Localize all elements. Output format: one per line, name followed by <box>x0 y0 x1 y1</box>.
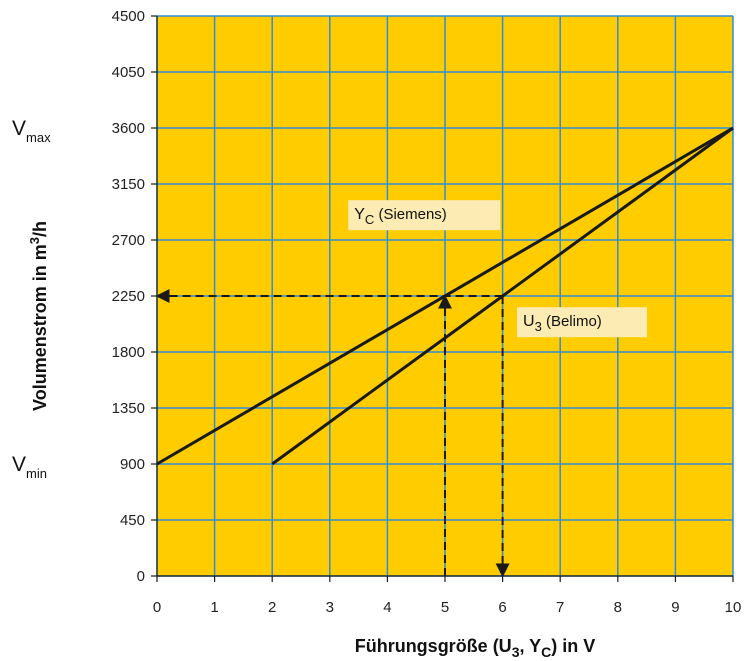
series-label-belimo: U3 (Belimo) <box>523 313 602 334</box>
y-tick-label: 900 <box>120 456 145 473</box>
x-title-sub2: C <box>541 644 551 660</box>
y-tick-label: 3600 <box>112 120 145 137</box>
series-label-box-belimo <box>517 307 647 338</box>
x-title-sub1: 3 <box>512 644 520 660</box>
y-tick-label: 2250 <box>112 288 145 305</box>
vmin-main: V <box>12 453 26 476</box>
y-tick-labels: 0 450 900 1350 1800 2250 2700 3150 3600 4050 4500 <box>112 8 157 585</box>
x-tick-label: 2 <box>268 599 276 616</box>
y-title-main: Volumenstrom in m <box>30 244 50 411</box>
y-tick-label: 4050 <box>112 64 145 81</box>
x-tick-label: 1 <box>210 599 218 616</box>
x-tick-label: 10 <box>725 599 742 616</box>
series-label-belimo-sub: 3 <box>535 319 542 334</box>
y-tick-label: 0 <box>137 568 145 585</box>
x-tick-label: 8 <box>614 599 622 616</box>
x-title-main: Führungsgröße (U <box>355 636 512 656</box>
vmax-main: V <box>12 117 26 140</box>
reference-arrows <box>155 289 510 578</box>
series-label-siemens-main: Y <box>354 206 365 223</box>
y-tick-label: 450 <box>120 512 145 529</box>
vmin-label: Vmin <box>12 453 47 481</box>
y-title-end: /h <box>30 221 50 237</box>
y-title-sup: 3 <box>27 237 42 244</box>
series-label-belimo-rest: (Belimo) <box>542 313 602 330</box>
x-tick-label: 9 <box>671 599 679 616</box>
y-tick-label: 3150 <box>112 176 145 193</box>
x-tick-label: 7 <box>556 599 564 616</box>
x-tick-label: 0 <box>153 599 161 616</box>
x-tick-labels: 0 1 2 3 4 5 6 7 8 9 10 <box>153 576 742 616</box>
vmax-sub: max <box>26 130 51 145</box>
x-tick-label: 5 <box>441 599 449 616</box>
y-tick-label: 1350 <box>112 400 145 417</box>
series-label-siemens: YC (Siemens) <box>354 206 447 227</box>
series-label-siemens-rest: (Siemens) <box>374 206 447 223</box>
x-tick-label: 6 <box>498 599 506 616</box>
y-tick-label: 1800 <box>112 344 145 361</box>
y-axis-title: Volumenstrom in m3/h <box>27 221 50 411</box>
x-tick-label: 4 <box>383 599 391 616</box>
y-tick-label: 4500 <box>112 8 145 25</box>
vmin-sub: min <box>26 466 47 481</box>
x-axis-title: Führungsgröße (U3, YC) in V <box>355 636 596 660</box>
x-title-mid: , Y <box>519 636 541 656</box>
vmax-label: Vmax <box>12 117 51 145</box>
y-tick-label: 2700 <box>112 232 145 249</box>
x-title-end: ) in V <box>551 636 595 656</box>
x-tick-label: 3 <box>326 599 334 616</box>
series-label-box-siemens <box>348 200 501 231</box>
series-label-siemens-sub: C <box>365 212 374 227</box>
series-label-belimo-main: U <box>523 313 535 330</box>
